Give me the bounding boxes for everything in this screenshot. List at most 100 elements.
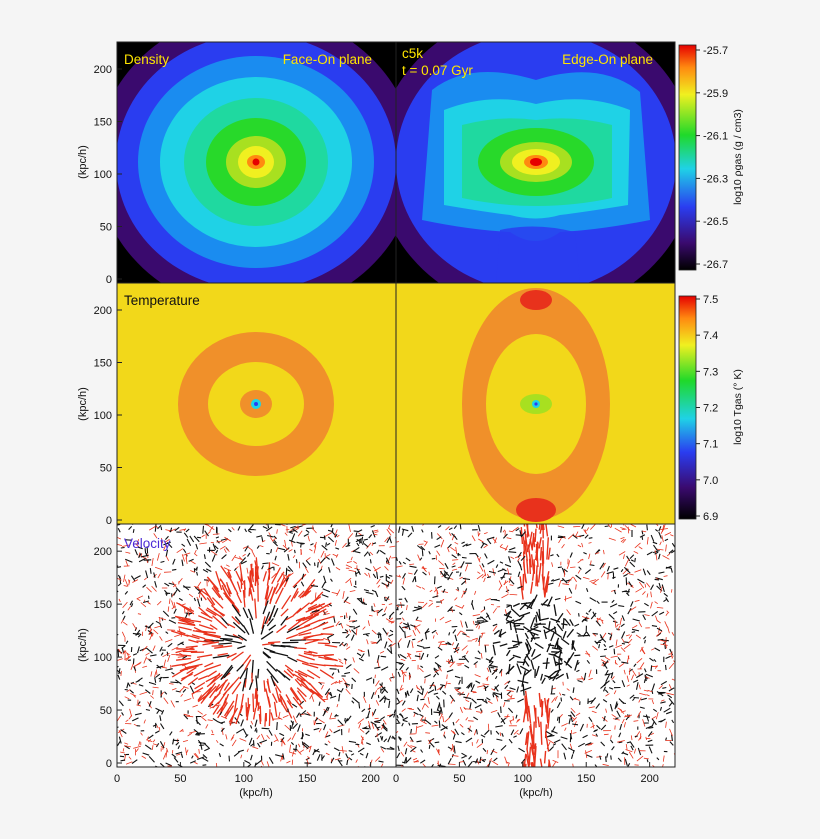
velocity-arrow: [556, 701, 561, 709]
velocity-arrow: [598, 638, 604, 642]
velocity-arrow: [286, 760, 291, 764]
velocity-arrow: [409, 563, 415, 565]
velocity-face-on-panel: [117, 524, 396, 767]
velocity-arrow: [551, 697, 556, 703]
velocity-arrow: [126, 689, 131, 693]
velocity-arrow: [325, 752, 330, 756]
velocity-arrow: [530, 742, 534, 756]
velocity-arrow: [124, 696, 130, 700]
velocity-arrow: [508, 578, 515, 585]
velocity-arrow: [633, 663, 637, 667]
velocity-arrow: [291, 703, 298, 708]
velocity-arrow: [186, 749, 189, 753]
velocity-arrow: [605, 708, 607, 713]
velocity-arrow: [590, 724, 595, 728]
velocity-arrow: [644, 639, 646, 644]
velocity-arrow: [126, 766, 128, 767]
velocity-arrow: [136, 595, 144, 600]
velocity-arrow: [467, 727, 473, 732]
velocity-arrow: [371, 530, 376, 538]
velocity-arrow: [161, 709, 165, 715]
velocity-arrow: [471, 535, 476, 542]
velocity-arrow: [124, 655, 131, 661]
velocity-arrow: [348, 740, 357, 744]
velocity-arrow: [416, 725, 424, 728]
x-tick-label: 200: [361, 773, 379, 785]
velocity-arrow: [315, 595, 320, 601]
velocity-arrow: [373, 529, 379, 532]
velocity-arrow: [242, 677, 246, 692]
velocity-arrow: [370, 524, 375, 528]
velocity-arrow: [130, 603, 134, 607]
velocity-arrow: [448, 763, 456, 765]
velocity-arrow: [192, 704, 198, 708]
velocity-arrow: [562, 536, 566, 539]
velocity-arrow: [388, 633, 394, 637]
velocity-arrow: [620, 527, 627, 530]
velocity-arrow: [586, 527, 590, 532]
velocity-arrow: [671, 678, 675, 681]
velocity-arrow: [465, 692, 470, 700]
y-tick-label: 0: [106, 758, 112, 770]
velocity-arrow: [357, 747, 365, 753]
velocity-arrow: [305, 557, 311, 562]
velocity-arrow: [390, 579, 394, 585]
velocity-arrow: [244, 760, 251, 764]
velocity-arrow: [345, 633, 350, 639]
velocity-arrow: [424, 678, 426, 684]
velocity-arrow: [510, 729, 515, 736]
velocity-arrow: [434, 669, 440, 673]
velocity-arrow: [250, 743, 255, 747]
run-label: c5k: [402, 46, 423, 61]
velocity-arrow: [388, 603, 393, 605]
velocity-arrow: [627, 588, 630, 594]
velocity-arrow: [577, 544, 582, 548]
velocity-arrow: [399, 611, 404, 616]
velocity-arrow: [303, 533, 309, 537]
velocity-arrow: [142, 600, 150, 604]
velocity-arrow: [135, 680, 140, 683]
velocity-arrow: [282, 715, 289, 718]
velocity-arrow: [175, 741, 180, 746]
velocity-arrow: [661, 535, 664, 543]
velocity-arrow: [408, 572, 413, 575]
velocity-arrow: [396, 722, 401, 725]
velocity-arrow: [436, 550, 441, 556]
colorbar-tick-label: 7.3: [703, 366, 718, 378]
velocity-arrow: [249, 618, 255, 634]
velocity-arrow: [305, 560, 311, 566]
velocity-arrow: [204, 632, 221, 638]
velocity-arrow: [481, 542, 488, 546]
velocity-arrow: [621, 718, 625, 724]
velocity-arrow: [379, 697, 384, 703]
velocity-arrow: [588, 537, 593, 539]
velocity-arrow: [566, 688, 570, 691]
velocity-arrow: [380, 655, 387, 658]
velocity-arrow: [616, 710, 621, 718]
velocity-arrow: [410, 728, 413, 734]
velocity-arrow: [220, 637, 233, 640]
velocity-arrow: [569, 732, 573, 740]
velocity-arrow: [617, 740, 625, 743]
velocity-arrow: [556, 553, 560, 558]
velocity-arrow: [287, 656, 298, 663]
velocity-arrow: [450, 546, 457, 552]
velocity-arrow: [128, 756, 132, 760]
velocity-arrow: [212, 718, 218, 722]
velocity-arrow: [398, 736, 402, 740]
velocity-arrow: [298, 743, 301, 748]
velocity-arrow: [286, 700, 294, 709]
velocity-arrow: [664, 532, 672, 536]
velocity-arrow: [600, 659, 607, 663]
velocity-arrow: [185, 747, 188, 756]
velocity-arrow: [432, 595, 439, 599]
x-tick-label: 0: [393, 773, 399, 785]
velocity-arrow: [341, 746, 344, 754]
velocity-arrow: [505, 610, 512, 621]
velocity-arrow: [434, 655, 440, 659]
velocity-arrow: [652, 764, 656, 767]
velocity-arrow: [659, 639, 667, 643]
velocity-arrow: [513, 735, 517, 738]
velocity-arrow: [646, 582, 651, 588]
velocity-arrow: [225, 547, 230, 552]
